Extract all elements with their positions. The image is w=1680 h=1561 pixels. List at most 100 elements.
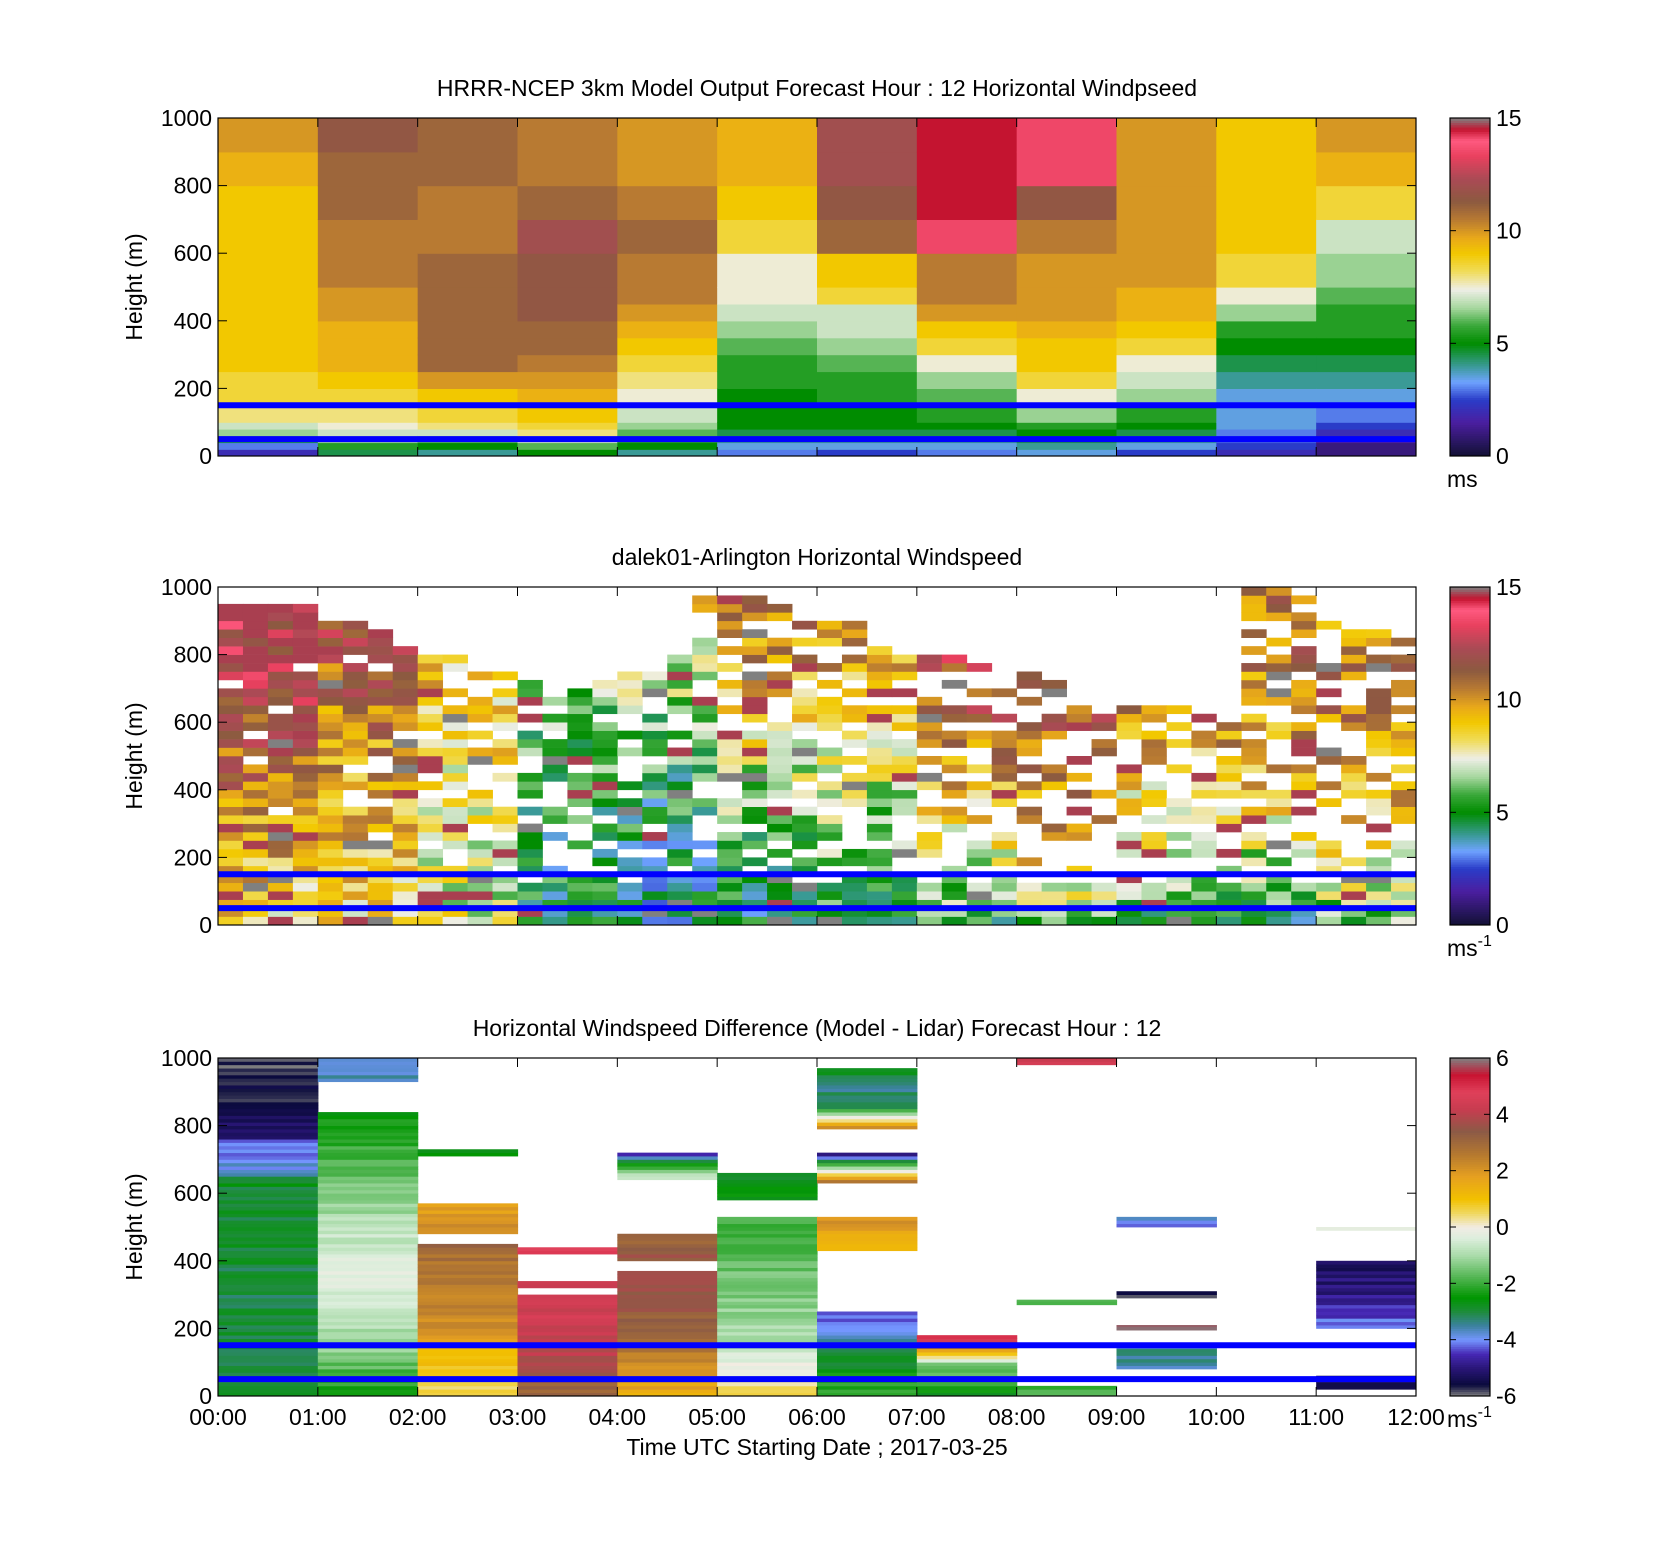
colorbar-strip xyxy=(1450,1208,1490,1212)
heatmap-cell xyxy=(916,1362,1018,1366)
heatmap-cell xyxy=(717,688,743,698)
colorbar-strip xyxy=(1450,1123,1490,1127)
heatmap-cell xyxy=(218,1274,319,1279)
colorbar-strip xyxy=(1450,307,1490,311)
heatmap-cell xyxy=(1216,442,1317,450)
heatmap-cell xyxy=(966,781,993,791)
heatmap-cell xyxy=(292,806,319,816)
heatmap-cell xyxy=(767,848,793,858)
heatmap-cell xyxy=(817,705,843,715)
heatmap-cell xyxy=(692,882,718,892)
x-tick-label: 04:00 xyxy=(589,1404,647,1430)
heatmap-cell xyxy=(218,1382,319,1387)
heatmap-cell xyxy=(342,629,369,638)
heatmap-cell xyxy=(891,747,918,757)
colorbar-strip xyxy=(1450,828,1490,831)
colorbar-strip xyxy=(1450,1195,1490,1199)
heatmap-cell xyxy=(617,1311,718,1316)
colorbar-strip xyxy=(1450,1251,1490,1255)
heatmap-cell xyxy=(1116,118,1217,153)
heatmap-cell xyxy=(667,772,693,782)
colorbar-strip xyxy=(1450,846,1490,849)
heatmap-cell xyxy=(717,646,743,655)
heatmap-cell xyxy=(492,747,518,757)
colorbar-strip xyxy=(1450,783,1490,786)
heatmap-cell xyxy=(218,1338,319,1343)
heatmap-cell xyxy=(592,764,618,774)
heatmap-cell xyxy=(667,730,693,740)
heatmap-cell xyxy=(1366,713,1392,723)
heatmap-cell xyxy=(342,840,369,850)
heatmap-cell xyxy=(317,1220,419,1225)
heatmap-cell xyxy=(667,663,693,672)
heatmap-cell xyxy=(317,1162,419,1167)
heatmap-cell xyxy=(991,899,1018,909)
heatmap-cell xyxy=(717,219,818,254)
colorbar-strip xyxy=(1450,163,1490,166)
heatmap-cell xyxy=(667,688,693,698)
heatmap-cell xyxy=(792,789,818,799)
heatmap-cell xyxy=(292,781,319,791)
heatmap-cell xyxy=(717,1365,818,1370)
colorbar-strip xyxy=(1450,911,1490,915)
heatmap-cell xyxy=(916,730,943,740)
heatmap-cell xyxy=(1291,688,1317,698)
heatmap-cell xyxy=(717,772,743,782)
heatmap-cell xyxy=(1116,388,1217,406)
colorbar-strip xyxy=(1450,442,1490,446)
heatmap-cell xyxy=(242,916,269,925)
colorbar-strip xyxy=(1450,728,1490,732)
heatmap-cell xyxy=(492,874,518,884)
colorbar-strip xyxy=(1450,1159,1490,1163)
heatmap-cell xyxy=(317,1362,419,1366)
colorbar-strip xyxy=(1450,1062,1490,1066)
x-tick-label: 01:00 xyxy=(289,1404,347,1430)
heatmap-cell xyxy=(317,840,344,850)
heatmap-cell xyxy=(717,857,743,867)
heatmap-cell xyxy=(617,1304,718,1309)
colorbar-strip xyxy=(1450,424,1490,428)
colorbar-strip xyxy=(1450,244,1490,247)
heatmap-cell xyxy=(542,832,568,841)
heatmap-cell xyxy=(417,371,519,389)
heatmap-cell xyxy=(1041,713,1067,723)
heatmap-cell xyxy=(442,705,468,715)
heatmap-cell xyxy=(1316,1385,1416,1390)
heatmap-cell xyxy=(1116,1223,1217,1228)
heatmap-cell xyxy=(467,908,493,917)
heatmap-cell xyxy=(817,1385,918,1390)
colorbar-strip xyxy=(1450,922,1490,926)
colorbar-strip xyxy=(1450,1254,1490,1257)
heatmap-cell xyxy=(717,1267,818,1272)
heatmap-cell xyxy=(1366,637,1392,647)
heatmap-cell xyxy=(717,1382,818,1387)
heatmap-cell xyxy=(317,1301,419,1306)
heatmap-cell xyxy=(1216,219,1317,254)
colorbar-strip xyxy=(1450,596,1490,599)
heatmap-cell xyxy=(467,882,493,892)
heatmap-cell xyxy=(417,1277,519,1282)
heatmap-cell xyxy=(1241,840,1267,850)
heatmap-cell xyxy=(717,1308,818,1312)
y-tick-label: 800 xyxy=(174,1113,212,1139)
colorbar-strip xyxy=(1450,1188,1490,1192)
heatmap-cell xyxy=(1341,637,1367,647)
heatmap-cell xyxy=(1341,705,1367,715)
heatmap-cell xyxy=(392,739,419,748)
heatmap-cell xyxy=(617,908,643,917)
heatmap-cell xyxy=(1316,899,1342,909)
heatmap-cell xyxy=(717,428,818,437)
colorbar-strip xyxy=(1450,1301,1490,1305)
heatmap-cell xyxy=(966,899,993,909)
heatmap-cell xyxy=(817,1230,918,1235)
heatmap-cell xyxy=(717,1338,818,1343)
colorbar-strip xyxy=(1450,710,1490,714)
heatmap-cell xyxy=(617,303,718,322)
heatmap-cell xyxy=(841,705,868,715)
heatmap-cell xyxy=(417,151,519,187)
colorbar-strip xyxy=(1450,677,1490,680)
heatmap-cell xyxy=(317,1291,419,1295)
heatmap-cell xyxy=(218,603,244,613)
heatmap-cell xyxy=(242,865,269,875)
heatmap-cell xyxy=(267,789,294,799)
